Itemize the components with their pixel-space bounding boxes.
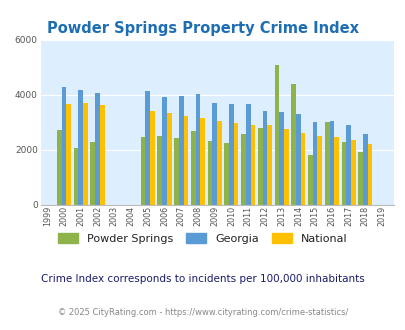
Bar [183, 116, 188, 205]
Bar [233, 123, 238, 205]
Bar [174, 138, 179, 205]
Bar [78, 90, 83, 205]
Bar [329, 121, 333, 205]
Bar [307, 154, 312, 205]
Bar [350, 140, 355, 205]
Bar [62, 87, 66, 205]
Bar [266, 125, 271, 205]
Bar [367, 144, 371, 205]
Bar [262, 111, 266, 205]
Bar [224, 143, 228, 205]
Bar [274, 65, 279, 205]
Bar [90, 142, 95, 205]
Bar [74, 148, 78, 205]
Bar [157, 136, 162, 205]
Bar [150, 112, 154, 205]
Bar [324, 122, 329, 205]
Bar [83, 103, 87, 205]
Bar [207, 141, 212, 205]
Bar [162, 97, 166, 205]
Bar [341, 142, 345, 205]
Bar [284, 129, 288, 205]
Bar [362, 134, 367, 205]
Bar [317, 136, 322, 205]
Bar [228, 104, 233, 205]
Bar [241, 134, 245, 205]
Bar [195, 93, 200, 205]
Bar [358, 152, 362, 205]
Bar [245, 104, 250, 205]
Bar [95, 93, 100, 205]
Bar [100, 105, 104, 205]
Bar [250, 125, 255, 205]
Text: Crime Index corresponds to incidents per 100,000 inhabitants: Crime Index corresponds to incidents per… [41, 274, 364, 284]
Bar [66, 104, 71, 205]
Text: © 2025 CityRating.com - https://www.cityrating.com/crime-statistics/: © 2025 CityRating.com - https://www.city… [58, 308, 347, 317]
Bar [312, 122, 317, 205]
Bar [57, 130, 62, 205]
Bar [190, 131, 195, 205]
Bar [300, 133, 305, 205]
Bar [295, 114, 300, 205]
Bar [145, 91, 150, 205]
Bar [212, 103, 217, 205]
Bar [141, 137, 145, 205]
Text: Powder Springs Property Crime Index: Powder Springs Property Crime Index [47, 20, 358, 36]
Bar [291, 84, 295, 205]
Bar [279, 112, 284, 205]
Bar [166, 113, 171, 205]
Bar [333, 137, 338, 205]
Bar [179, 96, 183, 205]
Bar [345, 125, 350, 205]
Bar [200, 118, 205, 205]
Legend: Powder Springs, Georgia, National: Powder Springs, Georgia, National [55, 230, 350, 248]
Bar [257, 128, 262, 205]
Bar [217, 121, 221, 205]
